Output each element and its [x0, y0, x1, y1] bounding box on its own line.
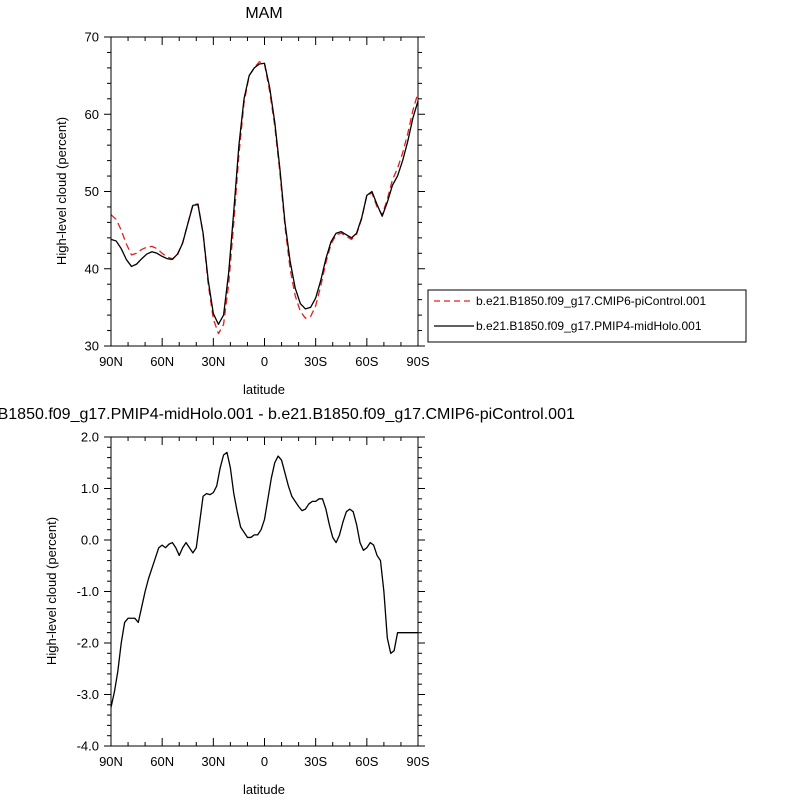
top-chart-y-axis-label: High-level cloud (percent) [54, 117, 69, 265]
top-x-tick-label: 90N [99, 354, 123, 369]
bottom-x-tick-label: 60N [150, 754, 174, 769]
top-chart-series-group [110, 61, 419, 335]
bottom-chart-tick-labels: 90N 60N 30N 0 30S 60S 90S 2.0 1.0 0.0 -1.0 -2.0 -3.0… [77, 430, 430, 770]
top-series-line-1 [110, 62, 419, 326]
top-chart: MAM 90N 60N 30N 0 30S 60S 90S 30 40 50 60 70 latitu… [54, 5, 747, 397]
top-x-tick-label: 0 [261, 354, 268, 369]
bottom-x-tick-label: 30S [304, 754, 327, 769]
bottom-x-tick-label: 90N [99, 754, 123, 769]
bottom-x-tick-label: 60S [355, 754, 378, 769]
legend-label-control: b.e21.B1850.f09_g17.CMIP6-piControl.001 [476, 294, 706, 308]
top-y-tick-label: 60 [85, 107, 99, 122]
bottom-x-tick-label: 90S [406, 754, 429, 769]
top-x-tick-label: 90S [406, 354, 429, 369]
bottom-x-tick-label: 0 [261, 754, 268, 769]
top-chart-title: MAM [245, 5, 282, 22]
bottom-y-tick-label: -1.0 [77, 584, 99, 599]
bottom-chart-ticks [104, 436, 425, 747]
bottom-x-tick-label: 30N [201, 754, 225, 769]
top-x-tick-label: 60N [150, 354, 174, 369]
bottom-chart-frame [110, 436, 419, 747]
legend-box [427, 289, 747, 343]
bottom-y-tick-label: -4.0 [77, 739, 99, 754]
top-y-tick-label: 50 [85, 184, 99, 199]
bottom-chart: b.e21.B1850.f09_g17.PMIP4-midHolo.001 - … [0, 406, 575, 797]
bottom-y-tick-label: 0.0 [81, 533, 99, 548]
top-chart-tick-labels: 90N 60N 30N 0 30S 60S 90S 30 40 50 60 70 [85, 30, 430, 370]
legend: b.e21.B1850.f09_g17.CMIP6-piControl.001 … [427, 289, 747, 343]
bottom-chart-series-group [110, 451, 418, 708]
bottom-y-tick-label: -3.0 [77, 687, 99, 702]
top-y-tick-label: 30 [85, 339, 99, 354]
top-chart-ticks [104, 36, 425, 347]
top-series-line-0 [110, 61, 419, 335]
top-y-tick-label: 70 [85, 30, 99, 45]
top-x-tick-label: 30N [201, 354, 225, 369]
bottom-y-tick-label: 2.0 [81, 430, 99, 445]
bottom-chart-title: b.e21.B1850.f09_g17.PMIP4-midHolo.001 - … [0, 406, 575, 423]
bottom-chart-x-axis-label: latitude [243, 782, 285, 797]
top-chart-x-axis-label: latitude [243, 382, 285, 397]
legend-label-midholo: b.e21.B1850.f09_g17.PMIP4-midHolo.001 [476, 319, 702, 333]
bottom-series-line-0 [110, 451, 418, 708]
bottom-y-tick-label: 1.0 [81, 481, 99, 496]
top-y-tick-label: 40 [85, 261, 99, 276]
bottom-y-tick-label: -2.0 [77, 636, 99, 651]
bottom-chart-y-axis-label: High-level cloud (percent) [44, 517, 59, 665]
top-x-tick-label: 30S [304, 354, 327, 369]
top-x-tick-label: 60S [355, 354, 378, 369]
